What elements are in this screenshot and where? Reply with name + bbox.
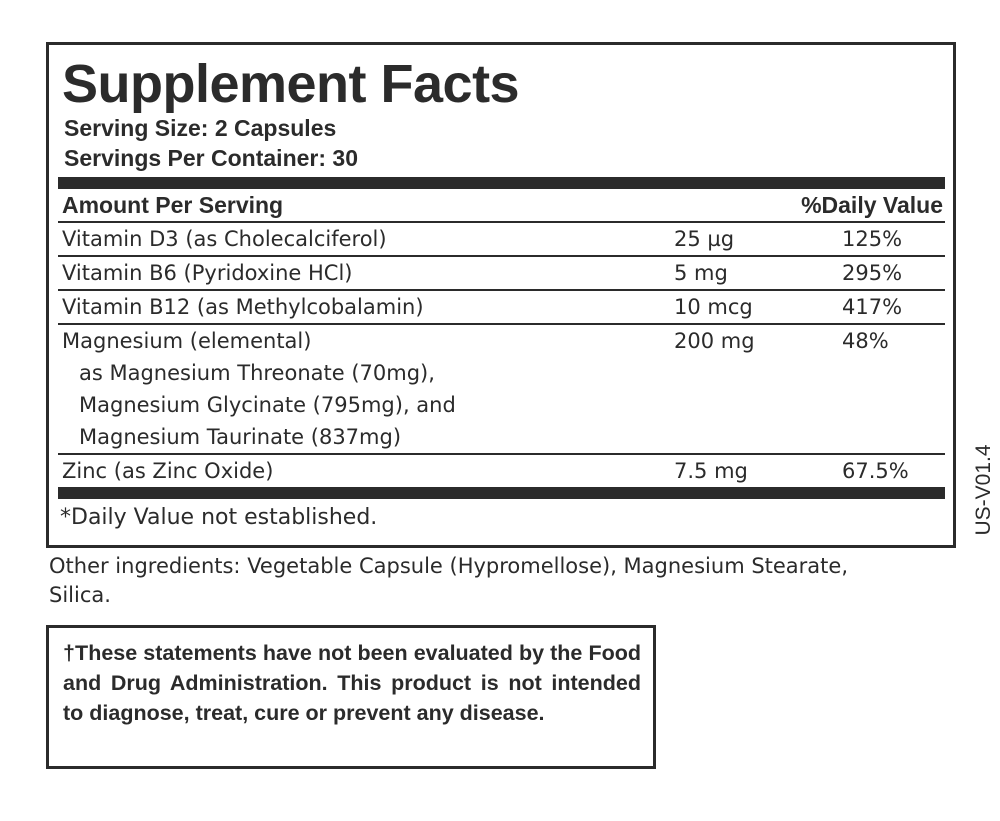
table-row: Vitamin B6 (Pyridoxine HCl) 5 mg 295% bbox=[58, 257, 945, 291]
other-ingredients: Other ingredients: Vegetable Capsule (Hy… bbox=[49, 554, 849, 607]
serving-size: Serving Size: 2 Capsules bbox=[64, 115, 337, 141]
nutrient-name: Magnesium (elemental) bbox=[62, 329, 312, 353]
header-amount-per-serving: Amount Per Serving bbox=[62, 191, 284, 218]
divider-thick-top bbox=[58, 177, 945, 189]
divider-thick-bottom bbox=[58, 487, 945, 499]
nutrient-name: Vitamin B6 (Pyridoxine HCl) bbox=[62, 261, 353, 285]
nutrient-name: Vitamin B12 (as Methylcobalamin) bbox=[62, 295, 424, 319]
nutrient-amount: 200 mg bbox=[674, 329, 755, 353]
fda-disclaimer-text: †These statements have not been evaluate… bbox=[63, 641, 641, 725]
nutrient-daily-value: 125% bbox=[842, 227, 903, 251]
table-header: Amount Per Serving %Daily Value bbox=[58, 189, 945, 223]
nutrient-amount: 10 mcg bbox=[674, 295, 753, 319]
table-row: Zinc (as Zinc Oxide) 7.5 mg 67.5% bbox=[58, 455, 945, 487]
table-row: Vitamin B12 (as Methylcobalamin) 10 mcg … bbox=[58, 291, 945, 325]
panel-title: Supplement Facts bbox=[62, 54, 520, 114]
nutrient-amount: 7.5 mg bbox=[674, 459, 748, 483]
table-row: Magnesium (elemental) as Magnesium Threo… bbox=[58, 325, 945, 455]
nutrient-daily-value: 295% bbox=[842, 261, 903, 285]
table-row: Vitamin D3 (as Cholecalciferol) 25 µg 12… bbox=[58, 223, 945, 257]
nutrient-subline: as Magnesium Threonate (70mg), bbox=[79, 361, 435, 385]
header-daily-value: %Daily Value bbox=[801, 191, 943, 218]
nutrient-amount: 5 mg bbox=[674, 261, 728, 285]
nutrient-name: Zinc (as Zinc Oxide) bbox=[62, 459, 274, 483]
nutrient-daily-value: 417% bbox=[842, 295, 903, 319]
nutrient-daily-value: 48% bbox=[842, 329, 889, 353]
nutrient-amount: 25 µg bbox=[674, 227, 735, 251]
nutrient-subline: Magnesium Glycinate (795mg), and bbox=[79, 393, 456, 417]
fda-disclaimer-box: †These statements have not been evaluate… bbox=[46, 625, 656, 769]
supplement-facts-panel: Supplement Facts Serving Size: 2 Capsule… bbox=[46, 42, 956, 548]
nutrient-daily-value: 67.5% bbox=[842, 459, 909, 483]
version-code: US-V01.4 bbox=[972, 444, 995, 536]
daily-value-footnote: *Daily Value not established. bbox=[60, 505, 378, 530]
servings-per-container: Servings Per Container: 30 bbox=[64, 145, 358, 171]
nutrient-name: Vitamin D3 (as Cholecalciferol) bbox=[62, 227, 387, 251]
nutrient-subline: Magnesium Taurinate (837mg) bbox=[79, 425, 402, 449]
nutrient-name-group: Magnesium (elemental) as Magnesium Threo… bbox=[62, 325, 674, 453]
